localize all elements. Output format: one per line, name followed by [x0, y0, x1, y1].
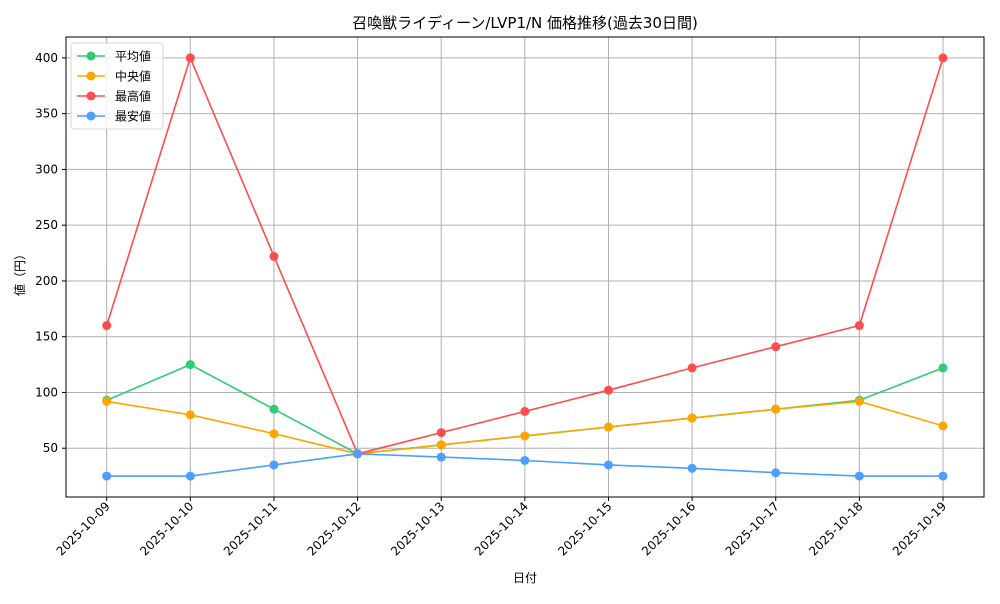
y-tick-label: 400: [35, 51, 58, 65]
data-point-marker: [771, 342, 781, 352]
data-point-marker: [102, 396, 112, 406]
legend-label: 最高値: [115, 89, 151, 104]
y-axis-label: 値（円）: [12, 248, 27, 296]
data-point-marker: [520, 455, 530, 465]
data-point-marker: [603, 385, 613, 395]
series-3: [102, 449, 948, 481]
x-tick-label: 2025-10-15: [555, 499, 614, 558]
y-tick-label: 150: [35, 330, 58, 344]
y-tick-label: 350: [35, 107, 58, 121]
data-point-marker: [185, 410, 195, 420]
y-axis: 50 100 150 200 250 300 350 400: [35, 51, 66, 455]
x-tick-label: 2025-10-12: [304, 499, 363, 558]
x-tick-label: 2025-10-09: [54, 499, 113, 558]
x-tick-label: 2025-10-16: [639, 499, 698, 558]
data-point-marker: [520, 431, 530, 441]
x-tick-label: 2025-10-18: [806, 499, 865, 558]
legend-item: 平均値: [77, 49, 151, 64]
y-tick-label: 200: [35, 274, 58, 288]
data-point-marker: [269, 429, 279, 439]
data-point-marker: [353, 449, 363, 459]
data-point-marker: [771, 468, 781, 478]
data-point-marker: [436, 428, 446, 438]
y-tick-label: 50: [43, 441, 58, 455]
y-tick-label: 100: [35, 385, 58, 399]
data-point-marker: [687, 413, 697, 423]
legend-box: [70, 42, 164, 130]
legend-marker-icon: [86, 71, 96, 81]
data-point-marker: [938, 53, 948, 63]
x-tick-label: 2025-10-19: [890, 499, 949, 558]
data-point-marker: [771, 404, 781, 414]
legend-item: 最高値: [77, 89, 151, 104]
legend-label: 最安値: [115, 109, 151, 124]
x-tick-label: 2025-10-11: [221, 499, 280, 558]
x-tick-label: 2025-10-13: [388, 499, 447, 558]
data-point-marker: [185, 53, 195, 63]
chart-title: 召喚獣ライディーン/LVP1/N 価格推移(過去30日間): [352, 14, 698, 32]
data-point-marker: [269, 460, 279, 470]
data-point-marker: [854, 396, 864, 406]
data-point-marker: [102, 321, 112, 331]
data-point-marker: [269, 404, 279, 414]
grid-lines: [66, 37, 984, 497]
data-point-marker: [102, 471, 112, 481]
data-point-marker: [854, 471, 864, 481]
data-point-marker: [436, 440, 446, 450]
data-point-marker: [938, 363, 948, 373]
data-point-marker: [687, 363, 697, 373]
legend-item: 中央値: [77, 69, 151, 84]
legend-marker-icon: [86, 111, 96, 121]
data-point-marker: [687, 463, 697, 473]
x-axis-label: 日付: [513, 571, 537, 585]
data-point-marker: [185, 360, 195, 370]
series-2: [102, 53, 948, 459]
legend-item: 最安値: [77, 109, 151, 124]
y-tick-label: 300: [35, 162, 58, 176]
data-point-marker: [436, 452, 446, 462]
x-axis: 2025-10-09 2025-10-10 2025-10-11 2025-10-12…: [54, 497, 949, 558]
data-point-marker: [269, 251, 279, 261]
data-point-marker: [520, 406, 530, 416]
data-point-marker: [938, 471, 948, 481]
legend-marker-icon: [86, 51, 96, 61]
x-tick-label: 2025-10-10: [137, 499, 196, 558]
x-tick-label: 2025-10-17: [723, 499, 782, 558]
data-point-marker: [854, 321, 864, 331]
data-point-marker: [938, 421, 948, 431]
data-series: [102, 53, 948, 481]
legend-label: 中央値: [115, 69, 151, 84]
data-point-marker: [603, 422, 613, 432]
data-point-marker: [185, 471, 195, 481]
x-tick-label: 2025-10-14: [472, 499, 531, 558]
legend-marker-icon: [86, 91, 96, 101]
y-tick-label: 250: [35, 218, 58, 232]
data-point-marker: [603, 460, 613, 470]
legend-label: 平均値: [115, 49, 151, 64]
